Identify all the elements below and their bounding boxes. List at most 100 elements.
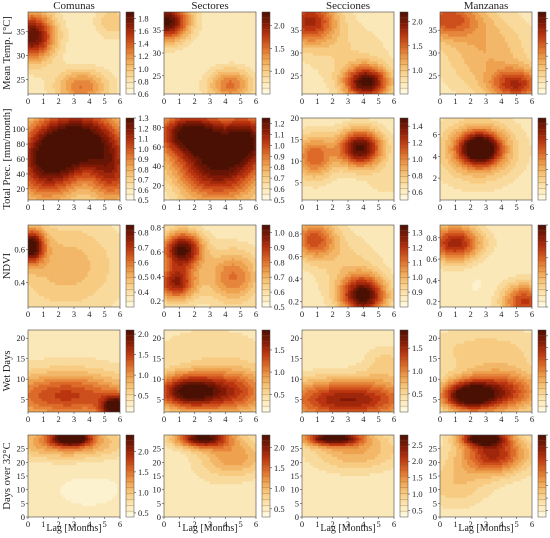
heat-cell: [331, 69, 336, 73]
heat-cell: [518, 55, 522, 60]
heat-cell: [60, 17, 64, 21]
heat-cell: [348, 58, 352, 62]
heat-cell: [334, 83, 338, 87]
heat-cell: [513, 77, 517, 81]
heat-cell: [315, 53, 319, 57]
heat-cell: [445, 12, 449, 16]
heat-cell: [377, 88, 382, 92]
heat-cell: [169, 12, 173, 16]
heat-cell: [180, 77, 184, 81]
heat-cell: [504, 47, 509, 51]
heat-cell: [174, 83, 179, 87]
heat-cell: [199, 55, 203, 60]
heat-cell: [475, 42, 479, 46]
heat-cell: [177, 53, 181, 57]
heat-cell: [49, 33, 53, 38]
heat-cell: [92, 80, 97, 84]
heat-cell: [106, 36, 110, 40]
heat-cell: [345, 85, 349, 90]
heat-cell: [65, 63, 70, 68]
heat-cell: [46, 137, 51, 141]
heat-cell: [63, 194, 67, 198]
heat-cell: [226, 17, 230, 21]
heat-cell: [36, 53, 40, 57]
heat-cell: [440, 17, 444, 21]
heat-cell: [310, 47, 314, 51]
heat-cell: [315, 44, 319, 49]
heat-cell: [458, 47, 463, 51]
heat-cell: [334, 44, 338, 49]
heat-cell: [375, 36, 379, 40]
heat-cell: [68, 194, 72, 198]
heat-cell: [204, 50, 208, 54]
heat-cell: [488, 42, 493, 46]
heat-cell: [164, 63, 168, 68]
heat-cell: [71, 36, 75, 40]
heat-cell: [172, 61, 176, 65]
heat-cell: [320, 17, 325, 21]
heat-cell: [529, 47, 532, 51]
heat-cell: [92, 12, 97, 16]
heat-cell: [41, 172, 45, 176]
heat-cell: [231, 20, 235, 24]
heat-cell: [63, 189, 67, 193]
heat-cell: [38, 50, 43, 54]
heat-cell: [103, 53, 108, 57]
heat-cell: [231, 63, 235, 68]
heat-cell: [79, 156, 83, 160]
heat-cell: [469, 91, 474, 94]
heat-cell: [196, 53, 200, 57]
heat-cell: [82, 191, 86, 196]
heat-cell: [518, 80, 522, 84]
heat-cell: [494, 44, 498, 49]
heat-cell: [307, 17, 311, 21]
heat-cell: [310, 77, 314, 81]
heat-cell: [477, 12, 482, 16]
heat-cell: [44, 47, 48, 51]
heat-cell: [504, 80, 509, 84]
heat-cell: [87, 118, 91, 122]
heat-cell: [92, 17, 97, 21]
heat-cell: [356, 91, 360, 94]
heat-cell: [521, 55, 525, 60]
heat-cell: [483, 39, 487, 43]
heat-cell: [199, 22, 203, 27]
heat-cell: [38, 189, 43, 193]
heat-cell: [504, 63, 509, 68]
heat-cell: [353, 44, 357, 49]
heat-cell: [74, 128, 78, 133]
heat-cell: [57, 77, 62, 81]
heat-cell: [467, 61, 471, 65]
heat-cell: [312, 12, 317, 16]
heat-cell: [467, 85, 471, 90]
heat-cell: [329, 28, 333, 32]
heat-cell: [450, 42, 455, 46]
row-labels: Mean Temp. [°C]Total Prec. [mm/month]NDV…: [2, 16, 13, 509]
heat-cell: [364, 36, 368, 40]
heat-cell: [166, 44, 171, 49]
heat-cell: [36, 61, 40, 65]
heat-cell: [71, 191, 75, 196]
heat-cell: [372, 44, 376, 49]
heat-cell: [33, 28, 37, 32]
heat-cell: [518, 36, 522, 40]
heat-cell: [448, 58, 452, 62]
heat-cell: [117, 22, 120, 27]
heat-cell: [52, 197, 56, 200]
heat-cell: [55, 183, 59, 187]
heat-cell: [369, 63, 373, 68]
heat-cell: [44, 63, 48, 68]
heat-cell: [28, 61, 32, 65]
heat-cell: [201, 85, 206, 90]
heat-cell: [391, 47, 394, 51]
heat-cell: [231, 55, 235, 60]
heat-cell: [46, 44, 51, 49]
heat-cell: [98, 74, 102, 79]
heat-cell: [65, 74, 70, 79]
heat-cell: [377, 83, 382, 87]
heat-cell: [28, 186, 32, 190]
heat-cell: [483, 50, 487, 54]
heat-cell: [348, 17, 352, 21]
heat-cell: [65, 120, 70, 125]
heat-cell: [353, 83, 357, 87]
